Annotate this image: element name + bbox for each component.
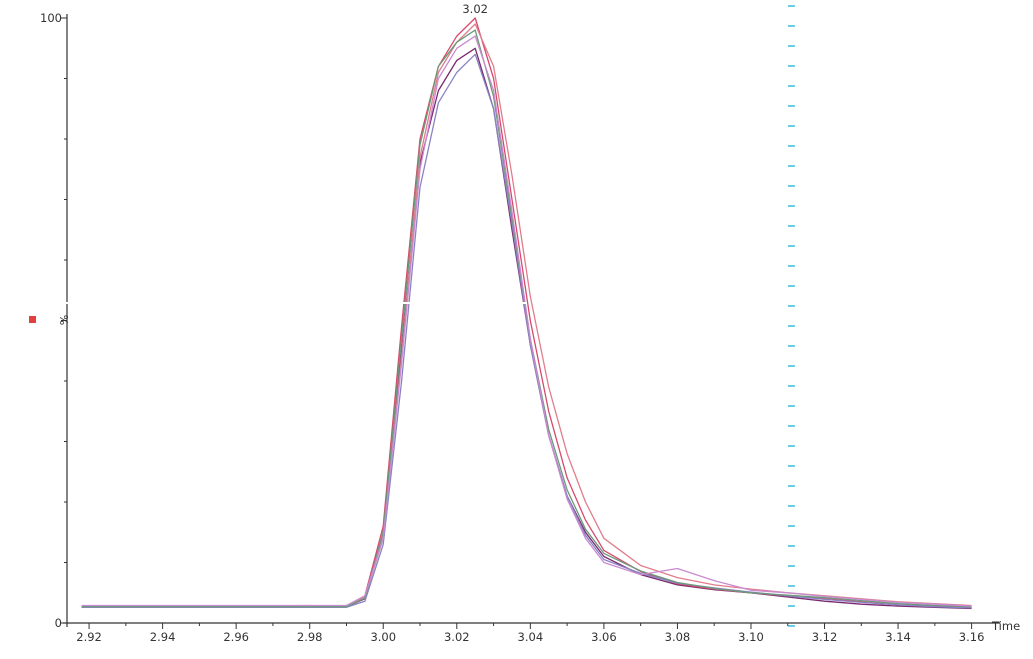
axes bbox=[63, 14, 1000, 627]
series-lines bbox=[81, 17, 972, 610]
x-tick-label: 2.94 bbox=[150, 630, 176, 644]
y-axis-ticks: 0 100 bbox=[40, 11, 67, 630]
y-tick-label: 100 bbox=[40, 11, 62, 25]
series-line-4 bbox=[81, 53, 972, 609]
cursor-marker-line bbox=[787, 5, 795, 627]
peak-annotation: 3.02 bbox=[462, 2, 488, 16]
x-tick-label: 2.98 bbox=[297, 630, 323, 644]
series-line-1 bbox=[81, 47, 972, 610]
series-line-5 bbox=[81, 29, 972, 608]
y-tick-label: 0 bbox=[55, 616, 62, 630]
x-tick-label: 3.04 bbox=[518, 630, 544, 644]
x-tick-label: 3.16 bbox=[959, 630, 985, 644]
x-tick-label: 3.02 bbox=[444, 630, 470, 644]
x-tick-label: 3.12 bbox=[812, 630, 838, 644]
x-tick-label: 3.06 bbox=[591, 630, 617, 644]
x-axis-ticks: 2.92 2.94 2.96 2.98 3.00 3.02 3.04 3.06 3.08 3.10… bbox=[76, 623, 984, 644]
x-tick-label: 3.10 bbox=[738, 630, 764, 644]
series-line-6 bbox=[81, 35, 972, 607]
x-tick-label: 3.00 bbox=[370, 630, 396, 644]
x-tick-label: 3.14 bbox=[885, 630, 911, 644]
x-tick-label: 2.92 bbox=[76, 630, 102, 644]
y-axis-label: % bbox=[57, 315, 70, 325]
x-tick-label: 2.96 bbox=[223, 630, 249, 644]
x-tick-label: 3.08 bbox=[665, 630, 691, 644]
x-axis-label: Time bbox=[991, 619, 1020, 633]
legend-marker-icon bbox=[29, 316, 36, 323]
